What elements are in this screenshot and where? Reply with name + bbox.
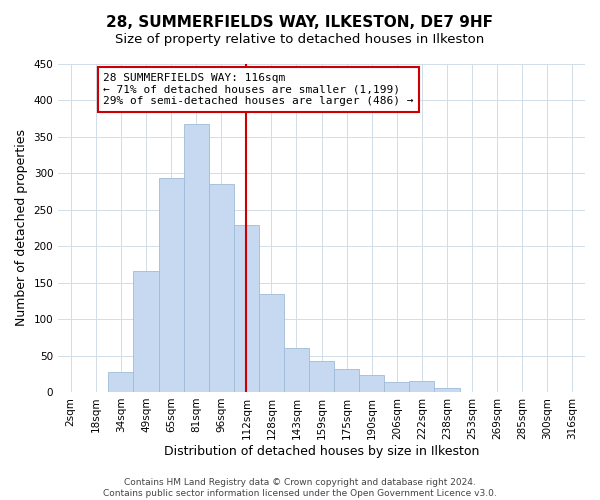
Bar xyxy=(284,348,309,392)
Bar xyxy=(409,381,434,392)
Bar xyxy=(184,124,209,392)
Bar xyxy=(434,388,460,392)
Bar xyxy=(385,382,409,392)
Y-axis label: Number of detached properties: Number of detached properties xyxy=(15,130,28,326)
Bar xyxy=(359,375,385,392)
Text: Size of property relative to detached houses in Ilkeston: Size of property relative to detached ho… xyxy=(115,32,485,46)
Text: 28, SUMMERFIELDS WAY, ILKESTON, DE7 9HF: 28, SUMMERFIELDS WAY, ILKESTON, DE7 9HF xyxy=(107,15,493,30)
Bar xyxy=(259,294,284,392)
Bar xyxy=(133,271,158,392)
Bar xyxy=(234,225,259,392)
Bar xyxy=(109,372,133,392)
Bar xyxy=(309,360,334,392)
X-axis label: Distribution of detached houses by size in Ilkeston: Distribution of detached houses by size … xyxy=(164,444,479,458)
Bar xyxy=(209,184,234,392)
Bar xyxy=(334,370,359,392)
Text: Contains HM Land Registry data © Crown copyright and database right 2024.
Contai: Contains HM Land Registry data © Crown c… xyxy=(103,478,497,498)
Text: 28 SUMMERFIELDS WAY: 116sqm
← 71% of detached houses are smaller (1,199)
29% of : 28 SUMMERFIELDS WAY: 116sqm ← 71% of det… xyxy=(103,72,414,106)
Bar xyxy=(158,178,184,392)
